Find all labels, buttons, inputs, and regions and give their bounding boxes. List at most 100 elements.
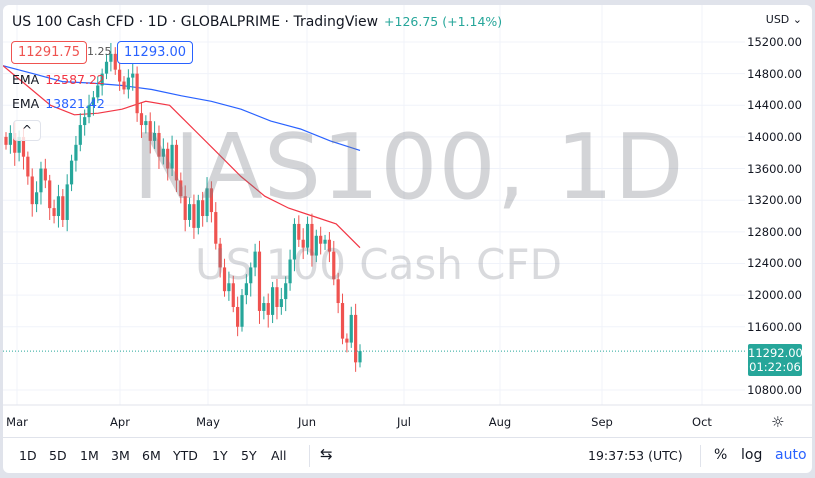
chevron-up-icon: ^ xyxy=(21,123,33,137)
price-tick: 13600.00 xyxy=(747,161,802,176)
candle-body xyxy=(358,351,362,363)
legend-ema-slow[interactable]: EMA 13821.42 xyxy=(12,96,105,111)
price-axis[interactable]: USD ⌄ 15200.00 14800.00 14400.00 14000.00 13… xyxy=(744,5,812,435)
candle-body xyxy=(161,148,165,157)
bar-countdown: 01:22:06 xyxy=(749,360,801,374)
price-tick: 12400.00 xyxy=(747,256,802,271)
sell-price-button[interactable]: 11291.75 xyxy=(11,41,88,64)
candle-body xyxy=(345,338,349,343)
candle-body xyxy=(131,73,135,78)
price-tick: 10800.00 xyxy=(747,383,802,398)
price-tick: 14800.00 xyxy=(747,66,802,81)
time-tick: Sep xyxy=(591,415,613,429)
candle-body xyxy=(56,196,61,217)
collapse-legend-button[interactable]: ^ xyxy=(13,120,41,141)
candle-body xyxy=(74,144,78,161)
watermark-name: US 100 Cash CFD xyxy=(195,240,563,289)
candle-body xyxy=(96,85,100,98)
candle-body xyxy=(244,283,248,296)
candle-body xyxy=(139,113,144,126)
range-button-1m[interactable]: 1M xyxy=(80,448,99,463)
candle-body xyxy=(8,132,12,145)
candle-body xyxy=(4,136,8,145)
candle-body xyxy=(17,136,21,153)
price-change: +126.75 (+1.14%) xyxy=(384,14,503,29)
candle-body xyxy=(109,53,113,62)
candle-body xyxy=(288,259,292,284)
candle-body xyxy=(297,223,301,240)
candle-body xyxy=(279,299,283,307)
settings-gear-icon[interactable]: ☼ xyxy=(771,413,785,431)
candle-body xyxy=(354,314,358,363)
candle-body xyxy=(65,184,69,220)
candle-body xyxy=(340,303,345,339)
buy-price-button[interactable]: 11293.00 xyxy=(117,41,194,64)
candle-body xyxy=(100,73,104,86)
candle-body xyxy=(231,283,235,307)
clock-time[interactable]: 19:37:53 (UTC) xyxy=(588,448,683,463)
time-tick: Jul xyxy=(397,415,411,429)
chart-frame: NAS100, 1D US 100 Cash CFD US 100 Cash C… xyxy=(3,5,812,473)
candle-body xyxy=(323,239,327,244)
candle-body xyxy=(48,180,52,209)
ema-slow-line xyxy=(3,65,361,151)
candle-body xyxy=(222,267,227,292)
candle-body xyxy=(319,235,323,244)
range-button-1y[interactable]: 1Y xyxy=(212,448,228,463)
candle-body xyxy=(113,53,117,70)
candle-body xyxy=(236,306,240,327)
candle-body xyxy=(78,125,82,145)
ema-value: 13821.42 xyxy=(45,96,105,111)
candle-body xyxy=(144,121,148,126)
range-button-1d[interactable]: 1D xyxy=(19,448,37,463)
range-button-6m[interactable]: 6M xyxy=(142,448,161,463)
last-price: 11292.00 xyxy=(748,346,803,360)
time-tick: Aug xyxy=(488,415,512,429)
last-price-label: 11292.00 01:22:06 xyxy=(748,344,803,376)
go-to-date-icon[interactable]: ⇆ xyxy=(320,445,333,463)
divider xyxy=(309,445,310,467)
candle-body xyxy=(30,176,34,205)
candle-body xyxy=(201,200,205,217)
range-button-5d[interactable]: 5D xyxy=(49,448,67,463)
candle-body xyxy=(135,73,139,114)
range-button-3m[interactable]: 3M xyxy=(111,448,130,463)
candle-body xyxy=(266,303,270,315)
candle-body xyxy=(310,223,314,256)
candle-body xyxy=(26,156,30,177)
candle-body xyxy=(349,314,353,343)
legend-ema-fast[interactable]: EMA 12587.22 xyxy=(12,72,105,87)
candle-body xyxy=(52,208,56,217)
candle-body xyxy=(61,196,65,220)
auto-scale-toggle[interactable]: auto xyxy=(775,447,807,463)
spread: 1.25 xyxy=(87,45,112,58)
candle-body xyxy=(118,69,122,82)
candle-body xyxy=(270,287,275,315)
candle-body xyxy=(327,239,332,252)
watermark-symbol: NAS100, 1D xyxy=(133,115,685,220)
range-button-ytd[interactable]: YTD xyxy=(173,448,198,463)
candle-body xyxy=(91,97,96,106)
range-button-all[interactable]: All xyxy=(271,448,287,463)
log-scale-toggle[interactable]: log xyxy=(741,447,763,463)
candle-body xyxy=(43,168,47,181)
currency-label: USD xyxy=(765,13,790,26)
price-chart[interactable] xyxy=(3,5,812,437)
currency-selector[interactable]: USD ⌄ xyxy=(766,13,802,26)
ema-label: EMA xyxy=(12,72,40,87)
candle-body xyxy=(148,121,152,141)
percent-scale-toggle[interactable]: % xyxy=(714,447,728,463)
price-tick: 14000.00 xyxy=(747,129,802,144)
candle-body xyxy=(126,77,130,90)
candle-body xyxy=(314,235,318,256)
bottom-toolbar: 1D 5D 1M 3M 6M YTD 1Y 5Y All ⇆ 19:37:53 (UTC) % … xyxy=(3,437,812,473)
chevron-down-icon: ⌄ xyxy=(792,13,802,26)
divider xyxy=(700,445,701,467)
candle-body xyxy=(214,212,218,244)
candle-body xyxy=(104,61,109,74)
price-tick: 13200.00 xyxy=(747,193,802,208)
time-tick: May xyxy=(196,415,220,429)
range-button-5y[interactable]: 5Y xyxy=(241,448,257,463)
candle-body xyxy=(332,251,336,280)
candle-body xyxy=(183,196,187,220)
